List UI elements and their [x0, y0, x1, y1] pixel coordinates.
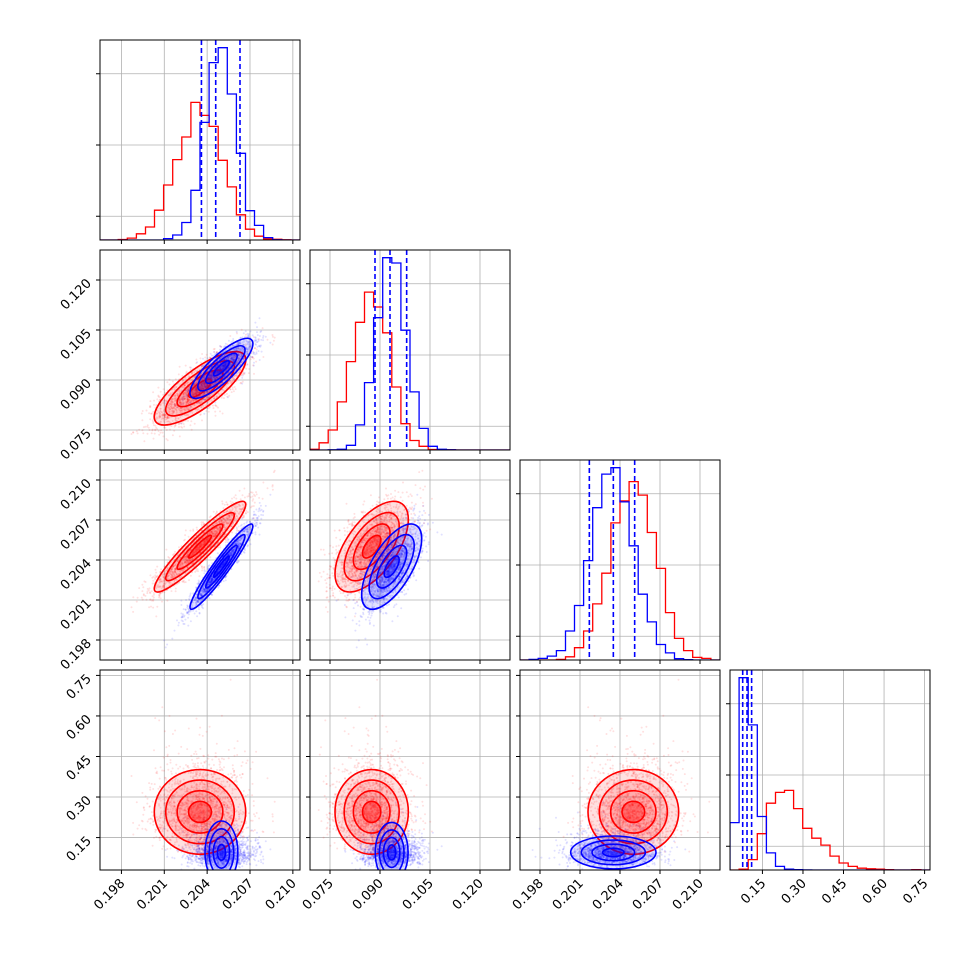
contour-blue [580, 839, 647, 866]
panel-frame [309, 669, 511, 871]
panel-frame [309, 249, 511, 451]
contour-blue [591, 843, 636, 862]
x-tick-label: 0.120 [450, 876, 487, 913]
panel-3-3: 0.15 0.30 0.45 0.60 0.75 [726, 669, 931, 907]
x-tick-label: 0.075 [300, 876, 337, 913]
y-tick-label: 0.120 [58, 276, 95, 313]
contour-red [153, 500, 247, 593]
contour-red [153, 768, 247, 856]
y-tick-label: 0.075 [58, 426, 95, 463]
panel-2-1 [306, 459, 511, 664]
contour-red [361, 800, 382, 824]
histogram-red [100, 101, 300, 240]
x-tick-label: 0.204 [177, 876, 214, 913]
contour-blue [374, 821, 409, 870]
contour-red [609, 789, 657, 834]
y-tick-label: 0.207 [58, 516, 95, 553]
contour-blue [189, 337, 254, 400]
panel-frame [99, 249, 301, 451]
contour-red [176, 523, 224, 571]
y-tick-label: 0.30 [64, 793, 95, 824]
contour-red [361, 534, 382, 559]
contour-blue [212, 835, 231, 869]
y-tick-label: 0.60 [64, 712, 95, 743]
contour-blue [212, 555, 231, 579]
panel-frame [99, 669, 301, 871]
x-tick-label: 0.090 [350, 876, 387, 913]
panel-3-1: 0.075 0.090 0.105 0.120 [300, 669, 511, 913]
contour-red [164, 779, 236, 845]
contour-blue [189, 523, 254, 611]
x-tick-label: 0.210 [670, 876, 707, 913]
contour-blue [360, 523, 423, 611]
contour-red [176, 789, 224, 834]
histogram-blue [100, 47, 300, 240]
contour-blue [378, 829, 405, 870]
x-tick-label: 0.60 [860, 876, 891, 907]
contour-blue [375, 544, 408, 589]
contour-red [621, 800, 646, 824]
histogram-blue [520, 467, 720, 660]
contour-blue [208, 828, 235, 870]
contour-blue [368, 533, 415, 600]
contour-blue [212, 360, 231, 377]
contour-blue [569, 835, 657, 870]
y-tick-label: 0.204 [58, 556, 95, 593]
x-tick-label: 0.15 [738, 876, 769, 907]
x-tick-label: 0.207 [630, 876, 667, 913]
contour-blue [197, 345, 246, 392]
panel-0-0 [96, 39, 301, 244]
panel-3-0: 0.15 0.30 0.45 0.60 0.75 0.198 0.201 0.204 0.207… [64, 669, 301, 913]
contour-red [343, 779, 400, 845]
contour-blue [383, 555, 400, 579]
x-tick-label: 0.210 [263, 876, 300, 913]
x-tick-label: 0.198 [91, 876, 128, 913]
panel-3-2: 0.198 0.201 0.204 0.207 0.210 [510, 669, 721, 913]
x-tick-label: 0.204 [590, 876, 627, 913]
x-tick-label: 0.75 [900, 876, 931, 907]
contour-red [334, 768, 410, 856]
contour-blue [204, 352, 238, 385]
histogram-blue [730, 677, 930, 870]
contour-red [343, 511, 400, 582]
x-tick-label: 0.201 [134, 876, 171, 913]
contour-blue [216, 843, 227, 862]
x-tick-label: 0.45 [819, 876, 850, 907]
panel-1-0: 0.075 0.090 0.105 0.120 [58, 249, 301, 463]
y-tick-label: 0.45 [64, 753, 95, 784]
x-tick-label: 0.201 [550, 876, 587, 913]
x-tick-label: 0.198 [510, 876, 547, 913]
contour-red [187, 534, 213, 559]
contour-red [334, 500, 410, 593]
panel-1-1 [306, 249, 511, 454]
y-tick-label: 0.090 [58, 376, 95, 413]
panel-2-2 [516, 459, 721, 664]
y-tick-label: 0.201 [58, 596, 95, 633]
contour-blue [386, 844, 397, 861]
y-tick-label: 0.75 [64, 672, 95, 703]
y-tick-label: 0.15 [64, 834, 95, 865]
y-tick-label: 0.105 [58, 326, 95, 363]
contour-red [164, 511, 236, 582]
contour-blue [382, 836, 401, 869]
contour-blue [204, 820, 239, 870]
histogram-red [520, 480, 720, 660]
histogram-red [730, 789, 930, 870]
contour-red [352, 789, 391, 834]
y-tick-label: 0.210 [58, 476, 95, 513]
contour-red [187, 378, 213, 399]
x-tick-label: 0.207 [220, 876, 257, 913]
panel-frame [99, 39, 301, 241]
panel-frame [729, 669, 931, 871]
contour-red [598, 779, 669, 845]
contour-red [187, 800, 213, 824]
contour-blue [204, 544, 238, 589]
x-tick-label: 0.30 [779, 876, 810, 907]
x-tick-label: 0.105 [400, 876, 437, 913]
contour-blue [197, 533, 246, 600]
y-tick-label: 0.198 [58, 636, 95, 673]
contour-blue [601, 847, 625, 858]
